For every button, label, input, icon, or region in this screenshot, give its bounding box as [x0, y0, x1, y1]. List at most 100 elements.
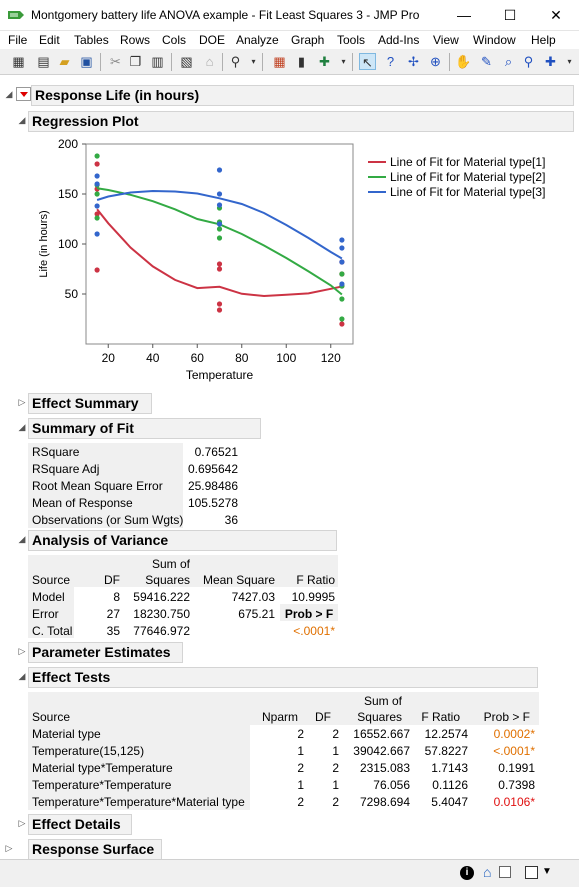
add-annotation-icon[interactable]: ✚ — [545, 54, 556, 69]
data-point — [216, 307, 223, 313]
toolbar: ▦ ▤ ▰ ▣ ✂ ❐ ▥ ▧ ⌂ ⚲ ▾ ▦ ▮ ✚ ▾ ↖ ? ✢ ⊕ ✋ … — [0, 49, 579, 75]
et-header-source: Source — [32, 710, 71, 724]
effect-summary-title[interactable]: Effect Summary — [28, 393, 152, 414]
et-f: 5.4047 — [431, 795, 468, 809]
sof-value: 105.5278 — [187, 496, 238, 510]
legend-entry: Line of Fit for Material type[3] — [390, 185, 545, 199]
lock-icon[interactable]: ⌂ — [205, 54, 214, 69]
anova-disclosure-icon[interactable]: ◢ — [18, 534, 26, 544]
lasso-tool-icon[interactable]: ⌕ — [504, 54, 513, 69]
response-surface-title[interactable]: Response Surface — [28, 839, 162, 860]
regression-plot: 50 100 150 200 20 40 60 80 100 120 Temperature Life… — [38, 137, 545, 382]
et-prob: <.0001* — [493, 744, 535, 758]
info-icon[interactable]: i — [460, 866, 474, 880]
menu-tables[interactable]: Tables — [74, 33, 109, 47]
effect-tests-title[interactable]: Effect Tests — [28, 667, 538, 688]
window-title: Montgomery battery life ANOVA example - … — [31, 8, 420, 22]
data-point — [339, 321, 345, 327]
anova-ss: 77646.972 — [133, 624, 190, 638]
new-script-icon[interactable]: ▤ — [37, 54, 50, 69]
sof-label: Mean of Response — [28, 494, 183, 511]
regression-plot-title[interactable]: Regression Plot — [28, 111, 574, 132]
brush-tool-icon[interactable]: ✎ — [481, 54, 492, 69]
paste-icon[interactable]: ▥ — [151, 54, 164, 69]
open-folder-icon[interactable]: ▰ — [59, 54, 70, 69]
et-nparm: 1 — [297, 744, 304, 758]
copy-icon[interactable]: ❐ — [129, 54, 142, 69]
response-disclosure-icon[interactable]: ◢ — [5, 89, 13, 99]
x-axis-label: Temperature — [186, 368, 254, 382]
magnifier-tool-icon[interactable]: ⚲ — [523, 54, 534, 69]
data-table-icon[interactable]: ▦ — [273, 54, 286, 69]
effect-summary-disclosure-icon[interactable]: ▷ — [18, 397, 26, 407]
home-window-icon[interactable]: ⌂ — [483, 864, 492, 880]
anova-header-f: F Ratio — [296, 573, 335, 587]
save-icon[interactable]: ▣ — [80, 54, 93, 69]
minimize-button[interactable]: — — [457, 7, 471, 23]
rows-dropdown-icon[interactable]: ▾ — [341, 57, 346, 66]
close-button[interactable]: ✕ — [550, 7, 562, 23]
anova-source: Error — [32, 607, 59, 621]
selection-tool-icon[interactable]: ✢ — [408, 54, 419, 69]
search-dropdown-icon[interactable]: ▾ — [251, 57, 256, 66]
menu-add-ins[interactable]: Add-Ins — [378, 33, 420, 47]
data-point — [94, 181, 100, 187]
summary-of-fit-title[interactable]: Summary of Fit — [28, 418, 261, 439]
menu-edit[interactable]: Edit — [39, 33, 60, 47]
et-header-ss2: Squares — [357, 710, 402, 724]
add-rows-icon[interactable]: ✚ — [319, 54, 330, 69]
menu-doe[interactable]: DOE — [199, 33, 226, 47]
effect-tests-disclosure-icon[interactable]: ◢ — [18, 671, 26, 681]
parameter-estimates-title[interactable]: Parameter Estimates — [28, 642, 183, 663]
data-point — [216, 235, 223, 241]
x-tick-label: 120 — [321, 351, 341, 365]
anova-df: 35 — [106, 624, 120, 638]
new-data-table-icon[interactable]: ▦ — [12, 54, 25, 69]
summary-of-fit-disclosure-icon[interactable]: ◢ — [18, 422, 26, 432]
tools-dropdown-icon[interactable]: ▾ — [567, 57, 572, 66]
anova-ms: 7427.03 — [231, 590, 275, 604]
parameter-estimates-disclosure-icon[interactable]: ▷ — [18, 646, 26, 656]
menu-rows[interactable]: Rows — [120, 33, 151, 47]
menu-tools[interactable]: Tools — [337, 33, 366, 47]
cut-icon[interactable]: ✂ — [110, 54, 121, 69]
window-list-icon[interactable] — [499, 866, 511, 878]
et-df: 1 — [332, 778, 339, 792]
red-triangle-menu-icon[interactable] — [16, 87, 31, 101]
grabber-tool-icon[interactable]: ✋ — [455, 54, 472, 69]
menu-file[interactable]: File — [8, 33, 28, 47]
response-surface-disclosure-icon[interactable]: ▷ — [5, 843, 13, 853]
search-icon[interactable]: ⚲ — [230, 54, 241, 69]
legend-entry: Line of Fit for Material type[2] — [390, 170, 545, 184]
anova-df: 27 — [106, 607, 120, 621]
et-source: Temperature*Temperature*Material type — [32, 795, 245, 809]
title-bar: Montgomery battery life ANOVA example - … — [0, 0, 579, 31]
et-ss: 16552.667 — [353, 727, 410, 741]
menu-view[interactable]: View — [433, 33, 459, 47]
menu-analyze[interactable]: Analyze — [236, 33, 279, 47]
anova-title[interactable]: Analysis of Variance — [28, 530, 337, 551]
menu-window[interactable]: Window — [473, 33, 516, 47]
regression-plot-disclosure-icon[interactable]: ◢ — [18, 115, 26, 125]
data-point — [339, 245, 345, 251]
arrow-tool-icon[interactable]: ↖ — [359, 53, 376, 70]
sof-value: 36 — [224, 513, 238, 527]
et-df: 2 — [332, 795, 339, 809]
data-point — [339, 296, 345, 302]
columns-icon[interactable]: ▮ — [297, 54, 306, 69]
display-options-icon[interactable] — [525, 866, 538, 879]
crosshair-tool-icon[interactable]: ⊕ — [430, 54, 441, 69]
et-ss: 7298.694 — [359, 795, 410, 809]
et-source: Temperature*Temperature — [32, 778, 172, 792]
menu-cols[interactable]: Cols — [162, 33, 187, 47]
help-tool-icon[interactable]: ? — [386, 54, 395, 69]
effect-details-disclosure-icon[interactable]: ▷ — [18, 818, 26, 828]
data-point — [94, 215, 100, 221]
display-options-dropdown-icon[interactable]: ▼ — [542, 866, 552, 877]
menu-help[interactable]: Help — [531, 33, 556, 47]
effect-details-title[interactable]: Effect Details — [28, 814, 132, 835]
menu-graph[interactable]: Graph — [291, 33, 325, 47]
journal-icon[interactable]: ▧ — [180, 54, 193, 69]
maximize-button[interactable]: ☐ — [503, 7, 517, 23]
response-title[interactable]: Response Life (in hours) — [31, 85, 574, 106]
